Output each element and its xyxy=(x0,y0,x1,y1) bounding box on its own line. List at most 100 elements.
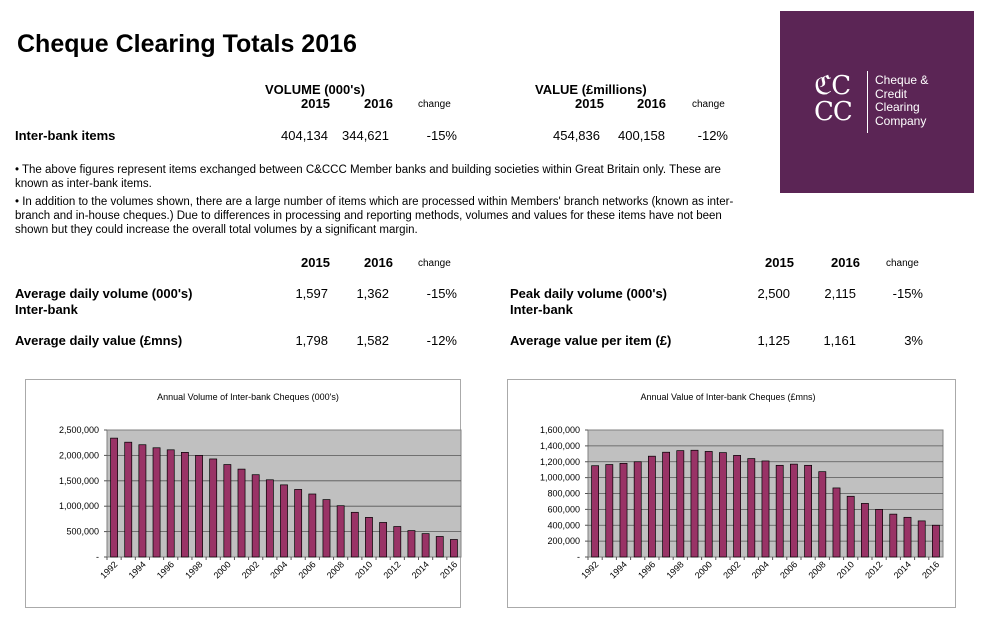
bar-2011 xyxy=(379,522,388,558)
avg-volume-change: -15% xyxy=(426,286,457,301)
peak-volume-2015: 2,500 xyxy=(757,286,790,301)
company-logo: ℭC CC Cheque & Credit Clearing Company xyxy=(780,11,974,193)
x-tick-label: 1996 xyxy=(155,559,176,580)
x-tick-label: 1994 xyxy=(127,559,148,580)
vol-col-change: change xyxy=(418,99,451,110)
avg-value-change: -12% xyxy=(426,333,457,348)
y-tick-label: 200,000 xyxy=(547,536,580,546)
y-tick-label: 1,000,000 xyxy=(540,473,580,483)
x-tick-label: 2000 xyxy=(693,559,714,580)
logo-line: Clearing xyxy=(875,100,920,114)
note-2: • In addition to the volumes shown, ther… xyxy=(15,196,734,236)
bar-2016 xyxy=(450,539,458,558)
bar-1994 xyxy=(619,462,628,558)
y-tick-label: 1,400,000 xyxy=(540,441,580,451)
x-tick-label: 2014 xyxy=(892,559,913,580)
x-tick-label: 2006 xyxy=(778,559,799,580)
x-tick-label: 2012 xyxy=(381,559,402,580)
y-tick-label: 1,600,000 xyxy=(540,425,580,435)
x-tick-label: 2016 xyxy=(920,559,941,580)
bar-2002 xyxy=(733,455,742,558)
interbank-val-2016: 400,158 xyxy=(618,128,665,143)
bar-1993 xyxy=(124,441,133,558)
bar-2010 xyxy=(846,495,855,558)
bar-1997 xyxy=(180,452,189,558)
y-tick-label: 500,000 xyxy=(66,527,99,537)
peak-volume-change: -15% xyxy=(892,286,923,301)
y-tick-label: 600,000 xyxy=(547,504,580,514)
value-header: VALUE (£millions) xyxy=(535,82,647,97)
avg-item-2015: 1,125 xyxy=(757,333,790,348)
bar-2009 xyxy=(350,511,359,558)
bar-1996 xyxy=(166,449,175,558)
volume-header: VOLUME (000's) xyxy=(265,82,365,97)
x-tick-label: 1998 xyxy=(183,559,204,580)
avg-value-label: Average daily value (£mns) xyxy=(15,333,183,348)
bar-2015 xyxy=(917,520,926,558)
bar-2015 xyxy=(435,536,444,558)
avg-volume-label: Average daily volume (000's) xyxy=(15,286,193,301)
logo-monogram: ℭC CC xyxy=(814,71,853,127)
stats-col-2016: 2016 xyxy=(364,255,393,270)
volume-chart-svg: Annual Volume of Inter-bank Cheques (000… xyxy=(59,392,462,581)
x-tick-label: 2002 xyxy=(721,559,742,580)
avg-item-label: Average value per item (£) xyxy=(510,333,672,348)
x-tick-label: 1992 xyxy=(579,559,600,580)
y-tick-label: - xyxy=(96,552,99,562)
stats2-col-2015: 2015 xyxy=(765,255,794,270)
chart-title: Annual Volume of Inter-bank Cheques (000… xyxy=(157,392,339,402)
bar-2008 xyxy=(336,505,345,558)
bar-2013 xyxy=(407,530,416,558)
volume-chart: Annual Volume of Inter-bank Cheques (000… xyxy=(25,379,462,608)
y-tick-label: 800,000 xyxy=(547,489,580,499)
avg-item-2016: 1,161 xyxy=(823,333,856,348)
logo-line: Company xyxy=(875,113,927,128)
bar-2003 xyxy=(265,479,274,558)
avg-value-2015: 1,798 xyxy=(295,333,328,348)
bar-2002 xyxy=(251,474,260,558)
peak-volume-2016: 2,115 xyxy=(824,286,856,301)
x-tick-label: 2010 xyxy=(835,559,856,580)
avg-volume-2016: 1,362 xyxy=(356,286,389,301)
x-tick-label: 2008 xyxy=(806,559,827,580)
bar-2007 xyxy=(322,499,331,558)
bar-2004 xyxy=(761,460,770,558)
bar-2008 xyxy=(818,471,827,558)
bar-1992 xyxy=(110,437,118,558)
y-tick-label: 1,200,000 xyxy=(540,457,580,467)
avg-value-2016: 1,582 xyxy=(356,333,389,348)
bar-2014 xyxy=(421,533,430,558)
peak-volume-label: Peak daily volume (000's) xyxy=(510,286,668,301)
x-tick-label: 2004 xyxy=(268,559,289,580)
logo-line: Cheque & xyxy=(875,73,929,87)
vol-col-2016: 2016 xyxy=(364,96,393,111)
y-tick-label: 2,500,000 xyxy=(59,425,99,435)
bar-1997 xyxy=(662,451,671,558)
bar-2012 xyxy=(393,526,402,558)
logo-text: Cheque & Credit Clearing Company xyxy=(875,73,929,128)
stats2-col-2016: 2016 xyxy=(831,255,860,270)
x-tick-label: 2010 xyxy=(353,559,374,580)
x-tick-label: 1998 xyxy=(664,559,685,580)
x-tick-label: 2008 xyxy=(325,559,346,580)
val-col-2015: 2015 xyxy=(575,96,604,111)
avg-item-change: 3% xyxy=(904,333,923,348)
stats-col-2015: 2015 xyxy=(301,255,330,270)
stats-col-change: change xyxy=(418,258,451,269)
bar-2005 xyxy=(294,489,303,558)
note-1: • The above figures represent items exch… xyxy=(15,164,721,190)
x-tick-label: 1996 xyxy=(636,559,657,580)
bar-2000 xyxy=(704,451,713,558)
bar-1998 xyxy=(195,455,203,558)
interbank-val-2015: 454,836 xyxy=(553,128,600,143)
x-tick-label: 2016 xyxy=(438,559,459,580)
bar-2004 xyxy=(280,484,288,558)
bar-1996 xyxy=(648,455,656,558)
bar-2001 xyxy=(237,468,246,558)
bar-1999 xyxy=(209,458,218,558)
bar-2011 xyxy=(861,503,869,558)
bar-1995 xyxy=(152,447,161,558)
peak-volume-sub: Inter-bank xyxy=(510,302,573,317)
value-chart-svg: Annual Value of Inter-bank Cheques (£mns… xyxy=(540,392,944,581)
bar-2013 xyxy=(889,513,898,558)
